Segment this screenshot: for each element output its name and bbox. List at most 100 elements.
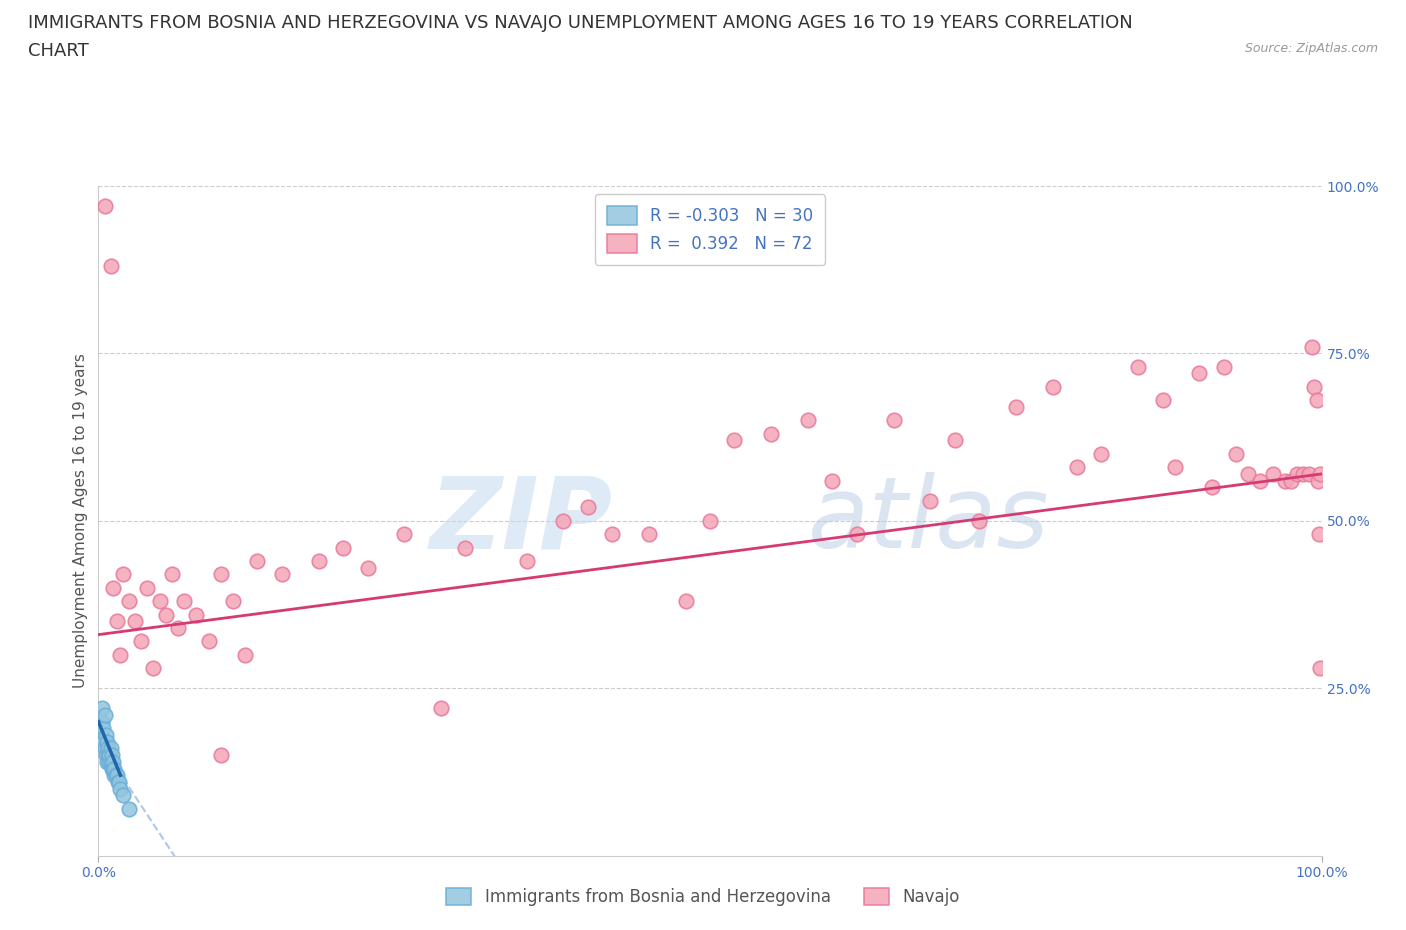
Point	[129, 634, 152, 649]
Point	[943, 433, 966, 448]
Point	[90, 727, 112, 742]
Point	[105, 614, 128, 629]
Point	[1308, 526, 1330, 541]
Point	[1225, 446, 1247, 461]
Point	[209, 567, 232, 582]
Point	[1212, 359, 1234, 374]
Point	[97, 748, 120, 763]
Point	[94, 748, 117, 763]
Point	[1188, 366, 1211, 381]
Point	[110, 647, 132, 662]
Point	[93, 708, 115, 723]
Point	[1303, 379, 1326, 394]
Point	[136, 580, 159, 595]
Point	[111, 788, 134, 803]
Point	[1286, 467, 1309, 482]
Point	[675, 593, 697, 608]
Point	[197, 634, 219, 649]
Point	[638, 526, 661, 541]
Point	[93, 199, 115, 214]
Point	[98, 754, 121, 769]
Point	[1042, 379, 1064, 394]
Point	[308, 553, 330, 568]
Point	[186, 607, 208, 622]
Point	[699, 513, 721, 528]
Point	[967, 513, 990, 528]
Point	[1306, 473, 1329, 488]
Point	[108, 775, 131, 790]
Point	[1309, 660, 1331, 675]
Y-axis label: Unemployment Among Ages 16 to 19 years: Unemployment Among Ages 16 to 19 years	[73, 353, 89, 688]
Point	[91, 701, 114, 716]
Point	[142, 660, 165, 675]
Point	[160, 567, 183, 582]
Point	[91, 721, 114, 736]
Point	[91, 735, 114, 750]
Point	[103, 761, 125, 776]
Point	[107, 775, 129, 790]
Point	[101, 748, 124, 763]
Point	[124, 614, 146, 629]
Point	[430, 701, 453, 716]
Point	[246, 553, 269, 568]
Point	[1128, 359, 1150, 374]
Point	[332, 540, 354, 555]
Text: atlas: atlas	[808, 472, 1049, 569]
Point	[101, 761, 124, 776]
Legend: R = -0.303   N = 30, R =  0.392   N = 72: R = -0.303 N = 30, R = 0.392 N = 72	[595, 194, 825, 264]
Point	[167, 620, 190, 635]
Point	[104, 768, 127, 783]
Point	[209, 748, 232, 763]
Point	[155, 607, 177, 622]
Point	[105, 768, 128, 783]
Point	[1274, 473, 1296, 488]
Point	[149, 593, 172, 608]
Point	[96, 735, 118, 750]
Point	[454, 540, 477, 555]
Point	[845, 526, 868, 541]
Point	[883, 413, 905, 428]
Point	[100, 259, 122, 273]
Point	[100, 741, 122, 756]
Point	[103, 768, 125, 783]
Point	[93, 741, 115, 756]
Point	[96, 754, 118, 769]
Point	[111, 567, 134, 582]
Point	[392, 526, 416, 541]
Text: ZIP: ZIP	[429, 472, 612, 569]
Text: CHART: CHART	[28, 42, 89, 60]
Point	[91, 714, 114, 729]
Point	[1261, 467, 1284, 482]
Point	[110, 781, 132, 796]
Point	[101, 754, 124, 769]
Point	[1004, 400, 1026, 415]
Point	[761, 426, 783, 441]
Point	[553, 513, 575, 528]
Point	[576, 500, 599, 515]
Point	[94, 727, 117, 742]
Legend: Immigrants from Bosnia and Herzegovina, Navajo: Immigrants from Bosnia and Herzegovina, …	[440, 881, 966, 912]
Point	[1249, 473, 1271, 488]
Point	[101, 761, 124, 776]
Point	[1090, 446, 1112, 461]
Point	[1292, 467, 1315, 482]
Point	[100, 754, 122, 769]
Point	[118, 593, 141, 608]
Point	[797, 413, 820, 428]
Point	[101, 580, 124, 595]
Point	[723, 433, 745, 448]
Point	[356, 560, 378, 575]
Point	[515, 553, 537, 568]
Point	[1309, 467, 1331, 482]
Point	[821, 473, 844, 488]
Point	[222, 593, 245, 608]
Point	[1279, 473, 1302, 488]
Point	[173, 593, 195, 608]
Point	[233, 647, 256, 662]
Point	[1306, 392, 1329, 407]
Point	[1301, 339, 1323, 354]
Point	[118, 802, 141, 817]
Point	[1298, 467, 1320, 482]
Text: IMMIGRANTS FROM BOSNIA AND HERZEGOVINA VS NAVAJO UNEMPLOYMENT AMONG AGES 16 TO 1: IMMIGRANTS FROM BOSNIA AND HERZEGOVINA V…	[28, 14, 1133, 32]
Point	[1237, 467, 1260, 482]
